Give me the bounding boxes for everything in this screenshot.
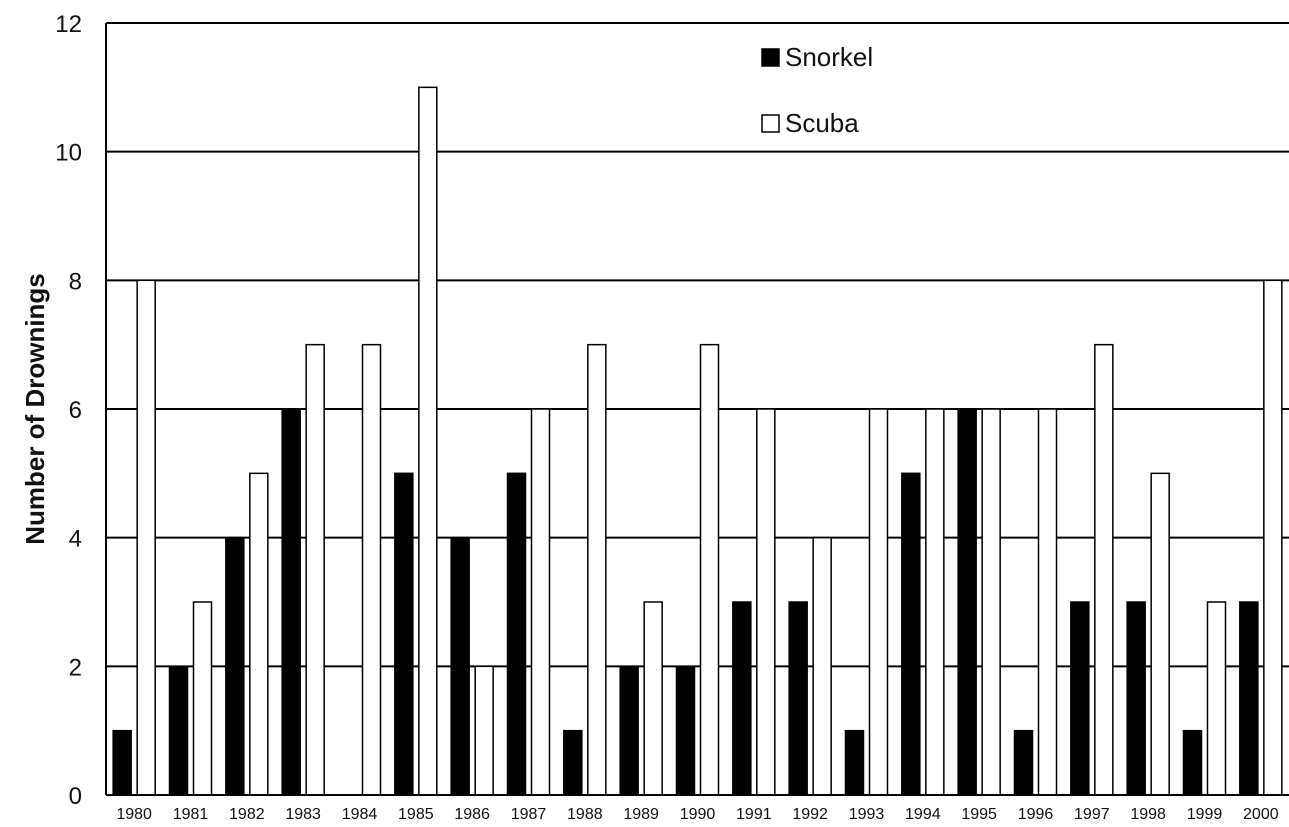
- bar-scuba-1987: [530, 408, 551, 796]
- bar-snorkel-1993: [844, 729, 865, 796]
- legend-snorkel-label: Snorkel: [785, 42, 873, 72]
- x-tick-label: 2000: [1243, 806, 1279, 823]
- x-tick-label: 1986: [454, 806, 490, 823]
- x-tick-label: 1981: [173, 806, 209, 823]
- x-tick-label: 1998: [1130, 806, 1166, 823]
- y-tick-label: 12: [55, 11, 82, 38]
- bar-scuba-1986: [474, 665, 494, 796]
- y-axis-label: Number of Drownings: [20, 273, 50, 545]
- x-tick-label: 1980: [116, 806, 152, 823]
- legend-scuba-swatch: [761, 114, 780, 133]
- bar-snorkel-1989: [619, 665, 639, 796]
- bar-scuba-1991: [756, 408, 776, 796]
- bar-scuba-1992: [812, 536, 832, 796]
- bar-snorkel-1987: [506, 472, 527, 796]
- x-tick-label: 1989: [623, 806, 659, 823]
- bar-scuba-1989: [643, 601, 663, 796]
- bar-snorkel-1999: [1182, 729, 1203, 796]
- x-tick-label: 1990: [680, 806, 716, 823]
- x-tick-labels: 1980 1981 1982 1983 1984 1985 1986 1987 1988 1989…: [116, 806, 1278, 823]
- x-tick-label: 1996: [1018, 806, 1054, 823]
- bar-snorkel-1983: [281, 408, 301, 796]
- y-tick-label: 6: [69, 397, 82, 424]
- y-tick-label: 10: [55, 140, 82, 167]
- bar-scuba-1985: [418, 86, 438, 796]
- bar-scuba-1981: [192, 601, 213, 796]
- x-tick-label: 1991: [736, 806, 772, 823]
- y-tick-label: 8: [69, 268, 82, 295]
- y-tick-label: 0: [69, 783, 82, 810]
- x-tick-label: 1982: [229, 806, 265, 823]
- bar-snorkel-1991: [732, 601, 752, 796]
- bar-snorkel-1998: [1126, 601, 1146, 796]
- bar-scuba-1998: [1150, 472, 1170, 796]
- bar-snorkel-1996: [1013, 729, 1034, 796]
- legend-snorkel-swatch: [761, 48, 780, 67]
- bar-scuba-1997: [1094, 343, 1114, 796]
- bar-scuba-1994: [925, 408, 945, 796]
- x-tick-label: 1997: [1074, 806, 1110, 823]
- x-tick-label: 1999: [1187, 806, 1223, 823]
- bar-snorkel-1992: [788, 601, 808, 796]
- bar-snorkel-2000: [1239, 601, 1259, 796]
- y-tick-label: 2: [69, 654, 82, 681]
- x-tick-label: 1995: [961, 806, 997, 823]
- bar-scuba-1988: [587, 343, 607, 796]
- bars: [112, 86, 1283, 796]
- bar-snorkel-1981: [168, 665, 189, 796]
- bar-scuba-1982: [249, 472, 269, 796]
- x-tick-label: 1987: [511, 806, 547, 823]
- bar-snorkel-1995: [957, 408, 977, 796]
- bar-snorkel-1985: [394, 472, 414, 796]
- y-tick-label: 4: [69, 526, 82, 553]
- bar-scuba-1996: [1037, 408, 1058, 796]
- x-tick-label: 1985: [398, 806, 434, 823]
- x-tick-label: 1992: [792, 806, 828, 823]
- bar-scuba-1995: [981, 408, 1001, 796]
- axes: [105, 22, 1289, 796]
- bar-scuba-1983: [305, 343, 325, 796]
- x-tick-label: 1994: [905, 806, 941, 823]
- bar-scuba-1990: [699, 343, 720, 796]
- bar-snorkel-1990: [675, 665, 696, 796]
- legend: Snorkel Scuba: [761, 42, 873, 138]
- bar-snorkel-1997: [1070, 601, 1090, 796]
- x-tick-label: 1984: [342, 806, 378, 823]
- legend-scuba-label: Scuba: [785, 108, 859, 138]
- bar-scuba-1999: [1206, 601, 1227, 796]
- bar-scuba-2000: [1263, 279, 1283, 796]
- bar-scuba-1993: [868, 408, 889, 796]
- bar-snorkel-1988: [563, 729, 583, 796]
- x-tick-label: 1988: [567, 806, 603, 823]
- bar-snorkel-1980: [112, 729, 132, 796]
- bar-snorkel-1982: [225, 536, 245, 796]
- bar-scuba-1984: [361, 343, 382, 796]
- bar-scuba-1980: [136, 279, 156, 796]
- y-tick-labels: 0 2 4 6 8 10 12: [55, 11, 82, 810]
- x-tick-label: 1983: [285, 806, 321, 823]
- bar-snorkel-1994: [901, 472, 921, 796]
- bar-snorkel-1986: [450, 536, 470, 796]
- x-tick-label: 1993: [849, 806, 885, 823]
